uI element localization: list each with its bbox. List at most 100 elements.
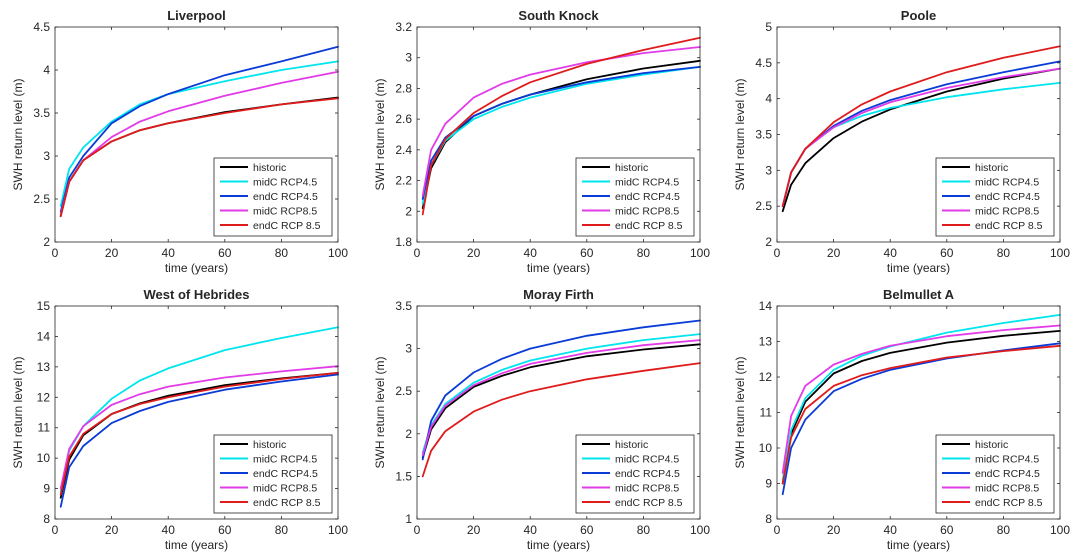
x-tick-label: 100 (690, 523, 710, 537)
axes-frame (54, 305, 339, 520)
series-line-5 (781, 344, 1061, 485)
legend-entry: endC RCP 8.5 (975, 497, 1043, 509)
series-line-1 (781, 67, 1061, 213)
legend-entry: midC RCP4.5 (253, 454, 317, 466)
x-tick-label: 20 (827, 246, 841, 260)
x-tick-label: 100 (1050, 246, 1070, 260)
legend-entry: midC RCP4.5 (253, 177, 317, 189)
x-tick-label: 40 (162, 246, 176, 260)
y-axis-label: SWH return level (m) (733, 78, 747, 190)
legend-entry: endC RCP4.5 (975, 191, 1040, 203)
x-tick-label: 60 (580, 523, 594, 537)
y-axis-label: SWH return level (m) (733, 356, 747, 468)
y-tick-label: 3 (405, 342, 412, 356)
y-tick-label: 2.5 (33, 192, 50, 206)
y-tick-label: 15 (37, 299, 51, 313)
y-tick-label: 1.5 (395, 469, 412, 483)
series-line-2 (59, 60, 339, 207)
legend-entry: historic (253, 439, 286, 451)
y-tick-label: 1.8 (395, 235, 412, 249)
x-axis-label: time (years) (527, 538, 590, 552)
x-tick-label: 80 (997, 246, 1011, 260)
x-tick-label: 60 (580, 246, 594, 260)
y-tick-label: 1 (405, 512, 412, 526)
y-tick-label: 3 (765, 163, 772, 177)
series-line-2 (421, 333, 701, 454)
x-tick-label: 60 (940, 523, 954, 537)
legend-entry: endC RCP4.5 (975, 468, 1040, 480)
x-tick-label: 20 (827, 523, 841, 537)
series-line-4 (59, 365, 339, 490)
y-tick-label: 2.8 (395, 81, 412, 95)
axes-frame (54, 26, 339, 243)
legend-entry: historic (615, 162, 648, 174)
series-line-3 (59, 45, 339, 213)
x-tick-label: 100 (690, 246, 710, 260)
legend-entry: endC RCP 8.5 (615, 220, 683, 232)
series-line-4 (781, 324, 1061, 474)
legend-entry: endC RCP4.5 (253, 191, 318, 203)
y-tick-label: 11 (760, 406, 773, 420)
legend-entry: midC RCP4.5 (615, 177, 679, 189)
y-tick-label: 3.5 (755, 128, 772, 142)
x-tick-label: 0 (414, 523, 421, 537)
y-tick-label: 2 (405, 204, 412, 218)
x-tick-label: 80 (997, 523, 1011, 537)
x-tick-label: 80 (275, 523, 289, 537)
legend-entry: midC RCP4.5 (615, 454, 679, 466)
x-tick-label: 60 (218, 246, 232, 260)
y-tick-label: 2 (405, 427, 412, 441)
legend-entry: historic (975, 439, 1008, 451)
y-tick-label: 3.5 (33, 106, 50, 120)
y-tick-label: 11 (38, 421, 51, 435)
y-tick-label: 3 (43, 149, 50, 163)
legend-entry: endC RCP 8.5 (975, 220, 1043, 232)
legend-entry: endC RCP 8.5 (615, 497, 683, 509)
legend: historic midC RCP4.5 endC RCP4.5 midC RCP8.… (575, 157, 695, 237)
x-tick-label: 40 (162, 523, 176, 537)
y-axis-label: SWH return level (m) (373, 356, 387, 468)
legend-box (213, 434, 333, 514)
series-line-3 (421, 66, 701, 200)
legend-entry: historic (253, 162, 286, 174)
series-line-5 (781, 45, 1061, 208)
legend-entry: midC RCP8.5 (253, 483, 317, 495)
legend-entry: midC RCP8.5 (975, 206, 1039, 218)
series-line-2 (781, 313, 1061, 481)
x-tick-label: 40 (524, 246, 538, 260)
x-axis-label: time (years) (165, 538, 228, 552)
series-line-4 (421, 339, 701, 457)
y-tick-label: 13 (759, 335, 773, 349)
x-tick-label: 40 (884, 246, 898, 260)
legend-entry: endC RCP4.5 (615, 468, 680, 480)
y-tick-label: 2.5 (755, 199, 772, 213)
y-tick-label: 14 (759, 299, 773, 313)
x-tick-label: 80 (637, 523, 651, 537)
series-line-5 (421, 36, 701, 216)
legend: historic midC RCP4.5 endC RCP4.5 midC RCP8.… (213, 157, 333, 237)
y-axis-label: SWH return level (m) (373, 78, 387, 190)
y-tick-label: 14 (37, 329, 51, 343)
y-tick-label: 9 (43, 482, 50, 496)
series-line-5 (59, 97, 339, 218)
legend: historic midC RCP4.5 endC RCP4.5 midC RCP8.… (213, 434, 333, 514)
series-line-1 (421, 343, 701, 459)
y-tick-label: 2 (765, 235, 772, 249)
legend-entry: midC RCP8.5 (975, 483, 1039, 495)
series-line-1 (781, 329, 1061, 485)
legend-entry: endC RCP4.5 (253, 468, 318, 480)
x-tick-label: 0 (774, 523, 781, 537)
chart-title: South Knock (518, 8, 599, 23)
y-tick-label: 2 (43, 235, 50, 249)
axes-frame (416, 305, 701, 520)
series-line-5 (421, 362, 701, 478)
y-tick-label: 12 (759, 370, 773, 384)
x-tick-label: 80 (637, 246, 651, 260)
x-tick-label: 80 (275, 246, 289, 260)
chart-panel-5: 0 20 40 60 80 100 1 1.5 2 2.5 3 3.5 Moray Firth time … (373, 287, 710, 552)
chart-title: Liverpool (167, 8, 226, 23)
legend-entry: midC RCP8.5 (253, 206, 317, 218)
x-tick-label: 60 (218, 523, 232, 537)
y-tick-label: 3.2 (395, 20, 412, 34)
